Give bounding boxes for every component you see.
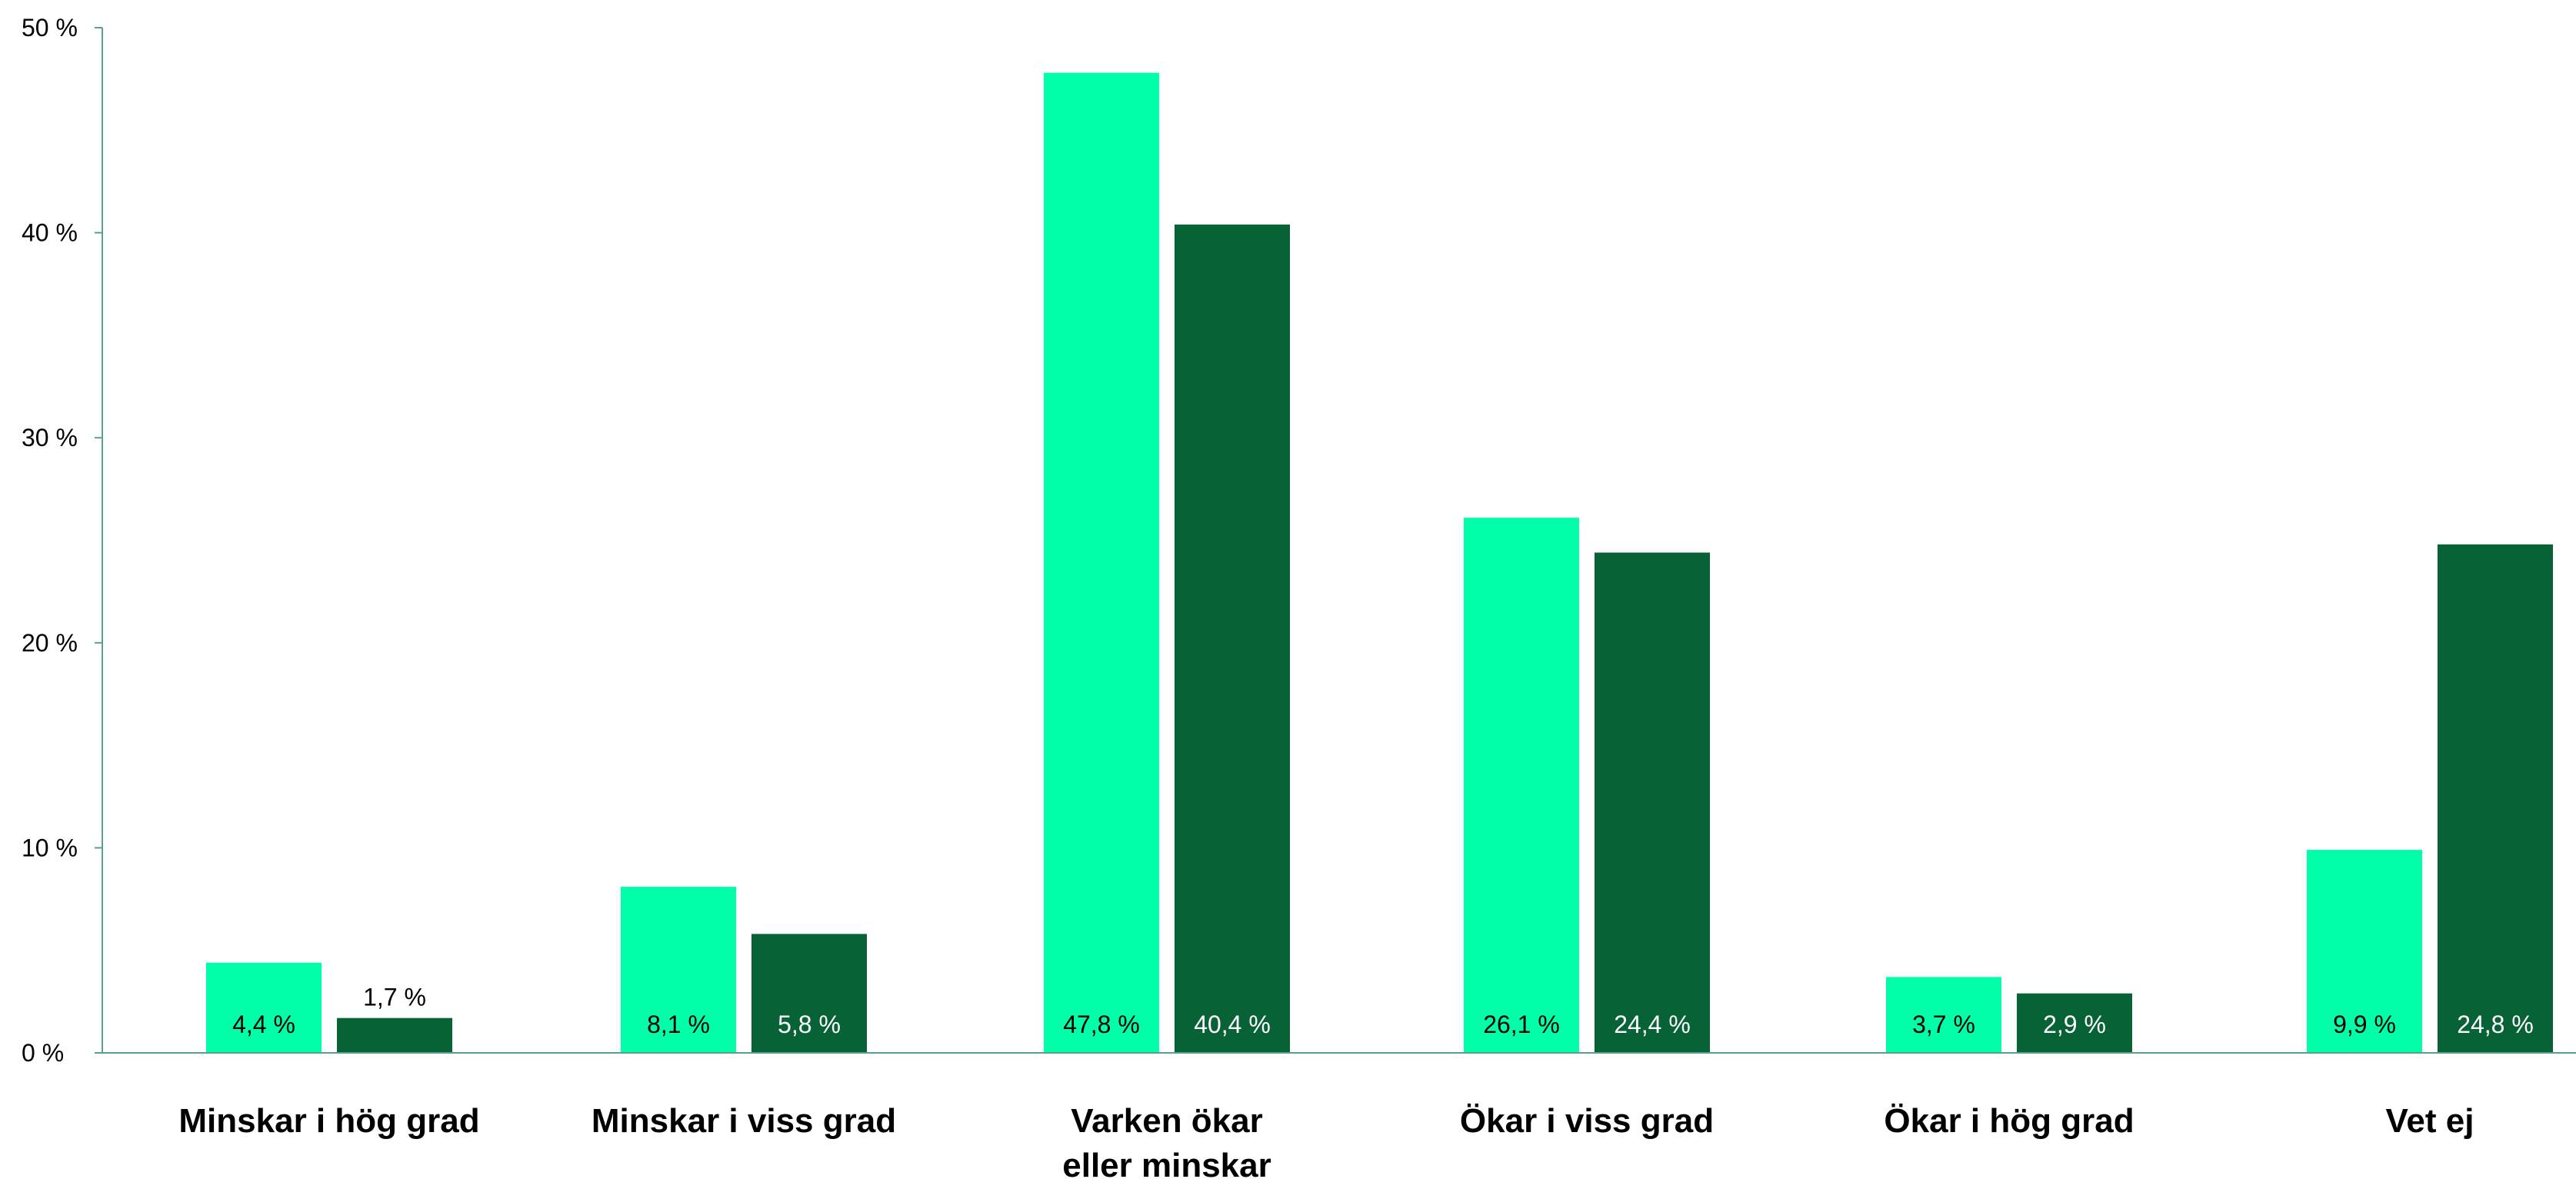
- category-label: Ökar i hög grad: [1884, 1102, 2134, 1140]
- data-label: 4,4 %: [232, 1011, 295, 1038]
- y-tick-label: 20 %: [22, 629, 78, 657]
- data-label: 9,9 %: [2333, 1011, 2396, 1038]
- data-label: 26,1 %: [1483, 1011, 1560, 1038]
- data-label: 24,4 %: [1614, 1011, 1691, 1038]
- bar-series2-2: [751, 934, 867, 1053]
- data-label: 2,9 %: [2043, 1011, 2106, 1038]
- category-label: Vet ej: [2386, 1102, 2474, 1140]
- data-label: 8,1 %: [647, 1011, 710, 1038]
- bar-series2-4: [1595, 552, 1710, 1053]
- y-tick-label: 30 %: [22, 424, 78, 451]
- bar-series1-6: [2307, 850, 2422, 1053]
- category-label: Ökar i viss grad: [1460, 1102, 1714, 1140]
- bar-series1-3: [1044, 72, 1159, 1054]
- bar-series2-1: [337, 1017, 452, 1053]
- category-label: Varken ökar: [1071, 1102, 1263, 1140]
- y-tick-label: 50 %: [22, 14, 78, 42]
- data-label: 40,4 %: [1194, 1011, 1271, 1038]
- data-label: 24,8 %: [2457, 1011, 2534, 1038]
- data-label: 1,7 %: [363, 984, 426, 1011]
- y-tick-label: 40 %: [22, 219, 78, 247]
- bar-series2-6: [2438, 544, 2553, 1053]
- data-label: 47,8 %: [1063, 1011, 1140, 1038]
- y-tick-label: 10 %: [22, 834, 78, 861]
- category-label: Minskar i hög grad: [178, 1102, 479, 1140]
- y-tick-label: 0 %: [22, 1039, 64, 1067]
- category-label: Minskar i viss grad: [592, 1102, 896, 1140]
- bar-series2-3: [1175, 224, 1290, 1053]
- category-label: eller minskar: [1062, 1147, 1271, 1179]
- bar-series1-5: [1886, 977, 2001, 1053]
- bar-series2-5: [2017, 993, 2132, 1053]
- data-label: 3,7 %: [1912, 1011, 1975, 1038]
- bar-series1-4: [1464, 518, 1579, 1053]
- bar-series1-2: [621, 887, 736, 1053]
- bar-series1-1: [206, 962, 322, 1053]
- data-label: 5,8 %: [778, 1011, 841, 1038]
